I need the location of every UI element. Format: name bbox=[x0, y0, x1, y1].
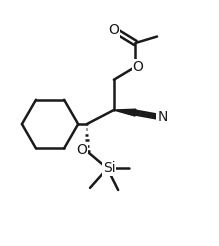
Text: O: O bbox=[108, 23, 119, 37]
Text: N: N bbox=[157, 109, 168, 123]
Polygon shape bbox=[114, 109, 136, 116]
Text: O: O bbox=[132, 60, 143, 74]
Text: Si: Si bbox=[103, 161, 115, 175]
Text: O: O bbox=[76, 143, 87, 157]
